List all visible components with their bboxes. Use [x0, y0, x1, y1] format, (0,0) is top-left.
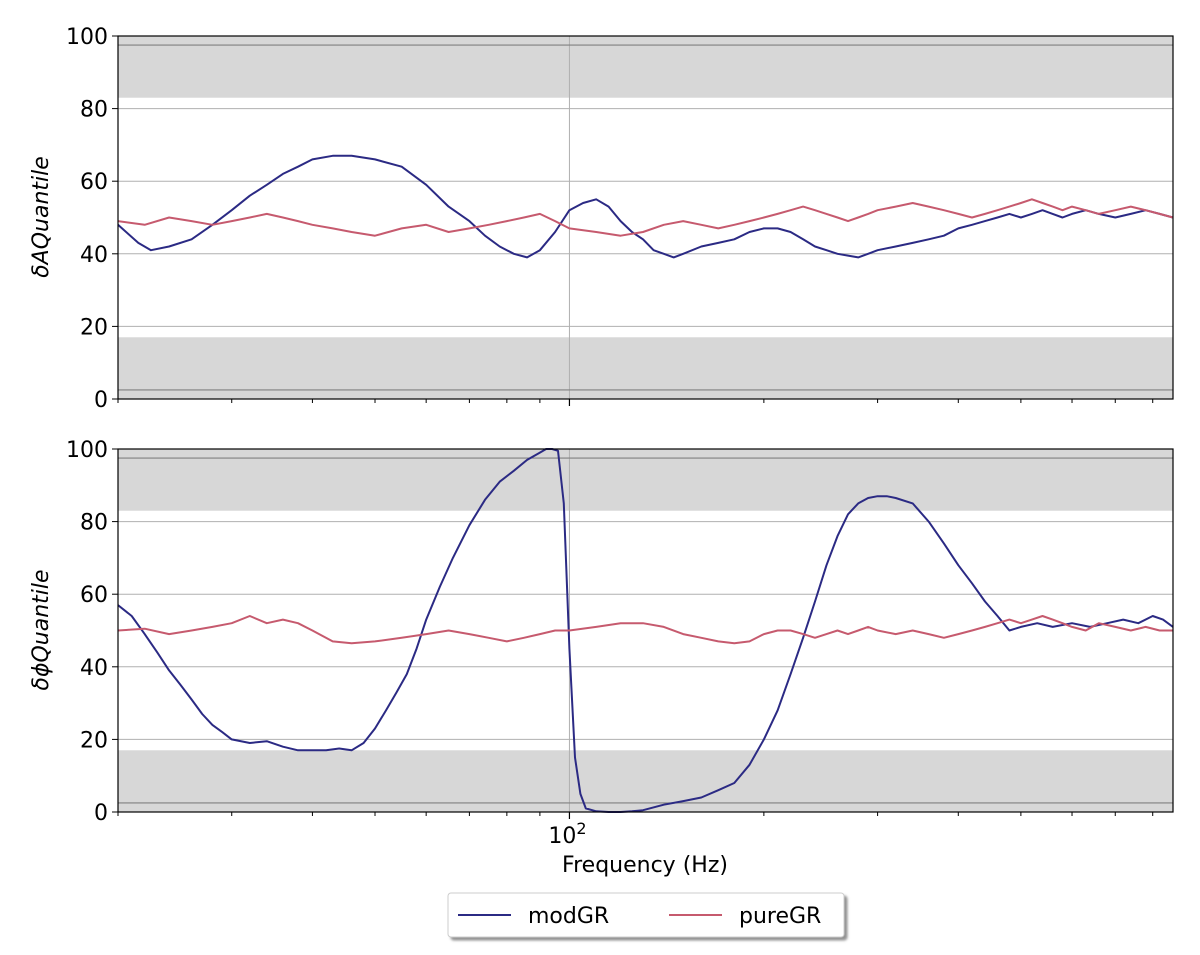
x-axis-label: Frequency (Hz)	[562, 853, 728, 878]
top-y-tick-label-80: 80	[80, 98, 108, 123]
top-shaded-band-1	[118, 337, 1173, 390]
top-panel: 0 20 40 60 80 100	[66, 25, 1174, 413]
legend-label-puregr: pureGR	[739, 904, 821, 929]
top-series-modgr	[117, 154, 1174, 259]
legend-box	[447, 892, 845, 938]
legend-label-modgr: modGR	[528, 904, 609, 929]
top-y-tick-label-20: 20	[80, 315, 108, 340]
x-tick-label-100: 102	[548, 819, 586, 849]
top-axes-frame	[117, 35, 1174, 400]
top-shaded-band-2	[118, 45, 1173, 98]
top-series-puregr	[117, 198, 1174, 237]
top-y-tick-label-60: 60	[80, 170, 108, 195]
top-y-tick-label-0: 0	[94, 388, 108, 413]
bottom-shaded-band-1	[118, 750, 1173, 803]
top-y-tick-label-100: 100	[66, 25, 108, 50]
bottom-y-tick-label-20: 20	[80, 728, 108, 753]
bottom-y-tick-label-80: 80	[80, 511, 108, 536]
bottom-y-tick-label-0: 0	[94, 801, 108, 826]
top-shaded-band-3	[118, 36, 1173, 46]
top-y-axis-label: δAQuantile	[29, 156, 54, 278]
bottom-y-tick-label-60: 60	[80, 583, 108, 608]
bottom-panel: 0 20 40 60 80 100 102	[66, 438, 1174, 849]
bottom-y-axis-label: δϕQuantile	[29, 569, 54, 690]
bottom-y-tick-label-100: 100	[66, 438, 108, 463]
bottom-y-tick-label-40: 40	[80, 656, 108, 681]
legend: modGR pureGR	[447, 892, 845, 938]
bottom-series-puregr	[117, 615, 1173, 645]
top-y-tick-label-40: 40	[80, 243, 108, 268]
bottom-shaded-band-0	[118, 802, 1173, 812]
top-shaded-band-0	[118, 389, 1173, 399]
bottom-shaded-band-3	[118, 449, 1173, 459]
bottom-axes-frame	[117, 448, 1174, 813]
bottom-shaded-band-2	[118, 458, 1173, 511]
bottom-series-modgr	[117, 448, 1174, 813]
